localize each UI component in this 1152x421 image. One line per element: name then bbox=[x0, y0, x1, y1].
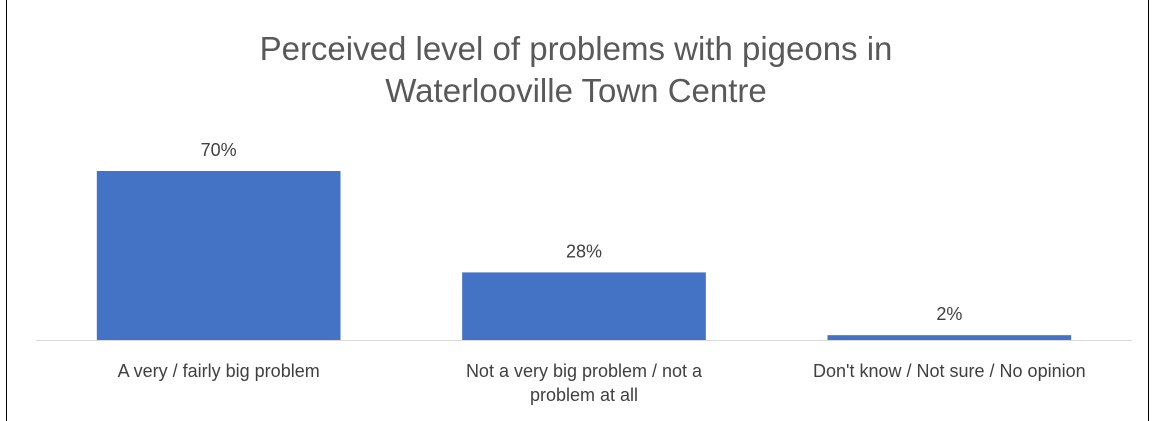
category-label-2-line-1: Not a very big problem / not a bbox=[466, 361, 703, 381]
bar-1 bbox=[96, 171, 341, 340]
chart-title: Perceived level of problems with pigeons… bbox=[0, 28, 1152, 112]
data-label-3: 2% bbox=[936, 304, 962, 324]
bar-3 bbox=[827, 335, 1072, 340]
category-label-2-line-2: problem at all bbox=[530, 385, 638, 405]
bar-2 bbox=[462, 272, 706, 340]
category-label-3-line-1: Don't know / Not sure / No opinion bbox=[813, 361, 1086, 381]
category-label-1-line-1: A very / fairly big problem bbox=[118, 361, 320, 381]
chart-title-line-1: Perceived level of problems with pigeons… bbox=[259, 30, 893, 67]
chart-title-line-2: Waterlooville Town Centre bbox=[385, 72, 767, 109]
data-label-2: 28% bbox=[566, 241, 602, 261]
data-label-1: 70% bbox=[201, 140, 237, 160]
